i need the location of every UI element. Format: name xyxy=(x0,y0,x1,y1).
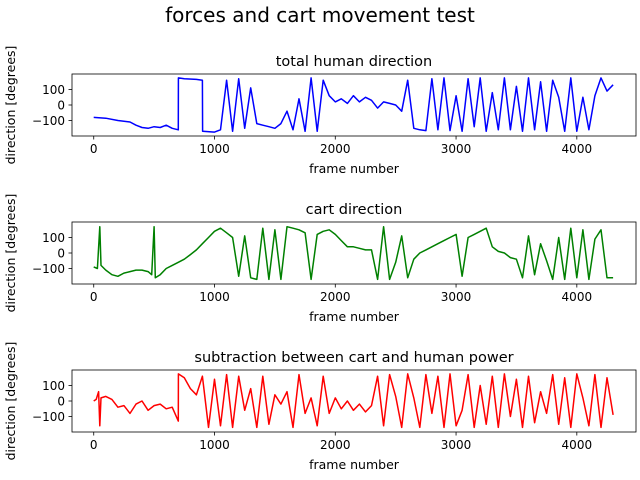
y-tick-label: 0 xyxy=(57,395,65,409)
x-tick-label: 3000 xyxy=(441,290,472,304)
x-tick-label: 4000 xyxy=(562,290,593,304)
y-tick-label: 100 xyxy=(42,231,65,245)
x-tick-label: 1000 xyxy=(199,438,230,452)
x-tick-label: 2000 xyxy=(320,438,351,452)
x-tick-label: 3000 xyxy=(441,438,472,452)
figure-title: forces and cart movement test xyxy=(165,3,475,27)
y-tick-label: −100 xyxy=(32,410,65,424)
x-tick-label: 0 xyxy=(90,142,98,156)
y-tick-label: 0 xyxy=(57,99,65,113)
x-tick-label: 4000 xyxy=(562,438,593,452)
x-tick-label: 0 xyxy=(90,438,98,452)
data-series-line xyxy=(93,225,614,281)
x-tick-label: 2000 xyxy=(320,142,351,156)
x-tick-label: 1000 xyxy=(199,290,230,304)
x-axis-label: frame number xyxy=(309,457,400,472)
y-tick-label: −100 xyxy=(32,114,65,128)
y-tick-label: 100 xyxy=(42,379,65,393)
x-tick-label: 1000 xyxy=(199,142,230,156)
x-tick-label: 2000 xyxy=(320,290,351,304)
data-series-line xyxy=(93,77,614,133)
x-tick-label: 3000 xyxy=(441,142,472,156)
x-axis-label: frame number xyxy=(309,309,400,324)
y-tick-label: −100 xyxy=(32,262,65,276)
data-series-line xyxy=(93,373,614,429)
y-tick-label: 100 xyxy=(42,83,65,97)
subplot-title: cart direction xyxy=(306,202,403,218)
x-axis-label: frame number xyxy=(309,161,400,176)
x-tick-label: 0 xyxy=(90,290,98,304)
y-tick-label: 0 xyxy=(57,247,65,261)
subplot-title: subtraction between cart and human power xyxy=(194,350,513,366)
y-axis-label: direction [degrees] xyxy=(3,194,18,313)
y-axis-label: direction [degrees] xyxy=(3,46,18,165)
y-axis-label: direction [degrees] xyxy=(3,342,18,461)
subplot-title: total human direction xyxy=(276,54,433,70)
x-tick-label: 4000 xyxy=(562,142,593,156)
subplot-3: subtraction between cart and human power… xyxy=(3,342,637,472)
